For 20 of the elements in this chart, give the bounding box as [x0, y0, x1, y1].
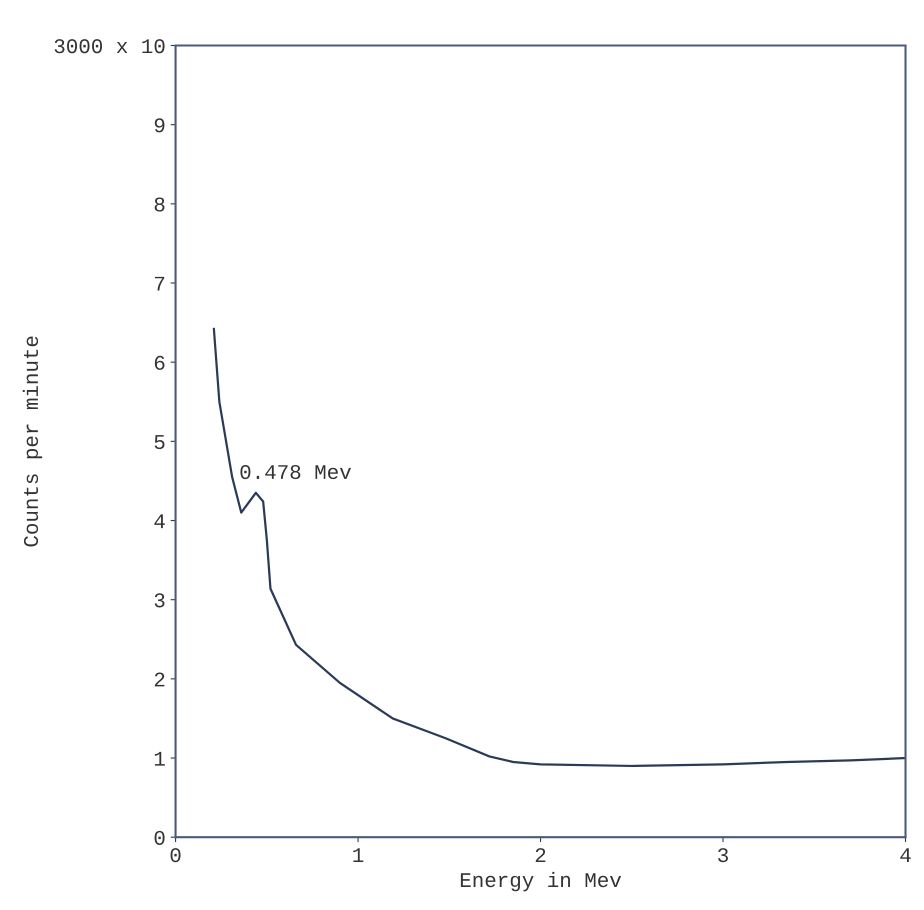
x-axis-title: Energy in Mev	[460, 872, 622, 892]
y-tick-label: 1	[154, 752, 165, 766]
y-tick-label: 8	[154, 197, 164, 212]
line-series	[212, 328, 906, 768]
x-tick-label: 1	[353, 848, 364, 862]
y-tick-label: 0	[154, 830, 165, 845]
y-tick-label: 6	[154, 356, 164, 370]
x-tick-label: 3	[718, 848, 728, 862]
annotation: 0.478 Mev	[240, 464, 351, 480]
y-tick-label: 4	[154, 514, 165, 528]
y-tick-label: 9	[154, 118, 164, 132]
x-tick-label: 0	[170, 848, 181, 862]
y-axis-title: Counts per minute	[22, 336, 42, 546]
x-tick-label: 4	[900, 848, 911, 862]
y-tick-label: 7	[154, 276, 164, 291]
y-tick-label: 5	[154, 435, 165, 450]
x-tick-label: 2	[536, 848, 546, 862]
y-tick-label: 2	[154, 672, 164, 686]
y-tick-label: 3000 x 10	[54, 39, 165, 54]
y-tick-label: 3	[154, 593, 165, 608]
